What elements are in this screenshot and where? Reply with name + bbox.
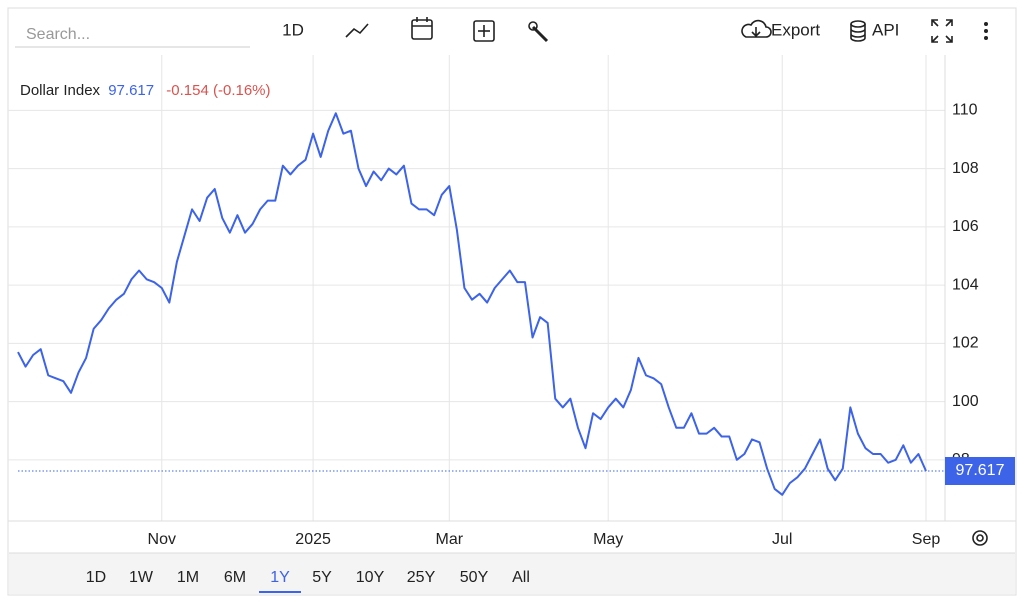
range-button[interactable]: 5Y <box>312 569 332 586</box>
range-button[interactable]: 6M <box>224 569 246 586</box>
change: -0.154 (-0.16%) <box>166 82 270 99</box>
x-tick-label: Jul <box>772 531 792 548</box>
frame <box>7 7 1017 596</box>
y-tick-label: 106 <box>952 218 979 235</box>
price-line <box>17 112 927 496</box>
y-tick-label: 108 <box>952 160 979 177</box>
x-tick-label: Nov <box>148 531 176 548</box>
y-tick-label: 100 <box>952 393 979 410</box>
range-button[interactable]: 1D <box>86 569 106 586</box>
x-tick-label: Sep <box>912 531 941 548</box>
y-tick-label: 110 <box>952 102 978 119</box>
range-button[interactable]: 25Y <box>407 569 436 586</box>
export-button[interactable]: Export <box>771 20 820 39</box>
last-price-badge <box>945 456 1015 485</box>
range-button[interactable]: 10Y <box>356 569 385 586</box>
settings-icon[interactable] <box>972 530 988 546</box>
chart-type-icon[interactable] <box>345 23 369 38</box>
last-price-label: 97.617 <box>956 462 1005 479</box>
y-tick-label: 102 <box>952 335 979 352</box>
api-button[interactable]: API <box>872 20 899 39</box>
x-tick-label: May <box>593 531 623 548</box>
range-button[interactable]: 50Y <box>460 569 489 586</box>
calendar-icon[interactable] <box>411 17 433 40</box>
menu-icon[interactable] <box>984 22 988 40</box>
search-box[interactable]: Search... <box>26 26 90 43</box>
chart-header: Dollar Index 97.617 -0.154 (-0.16%) <box>20 82 271 99</box>
range-button[interactable]: 1Y <box>270 569 290 586</box>
export-icon[interactable] <box>741 19 772 38</box>
interval-button[interactable]: 1D <box>282 20 304 39</box>
range-button[interactable]: All <box>512 569 530 586</box>
api-icon[interactable] <box>850 20 866 42</box>
chart-title: Dollar Index <box>20 82 101 99</box>
range-button[interactable]: 1M <box>177 569 199 586</box>
tools-icon[interactable] <box>528 21 549 43</box>
add-icon[interactable] <box>473 20 495 42</box>
x-tick-label: Mar <box>436 531 464 548</box>
range-bar <box>9 553 1015 594</box>
range-button[interactable]: 1W <box>129 569 154 586</box>
x-tick-label: 2025 <box>295 531 331 548</box>
y-tick-label: 104 <box>952 276 979 293</box>
fullscreen-icon[interactable] <box>931 19 953 43</box>
last-value: 97.617 <box>108 82 154 99</box>
